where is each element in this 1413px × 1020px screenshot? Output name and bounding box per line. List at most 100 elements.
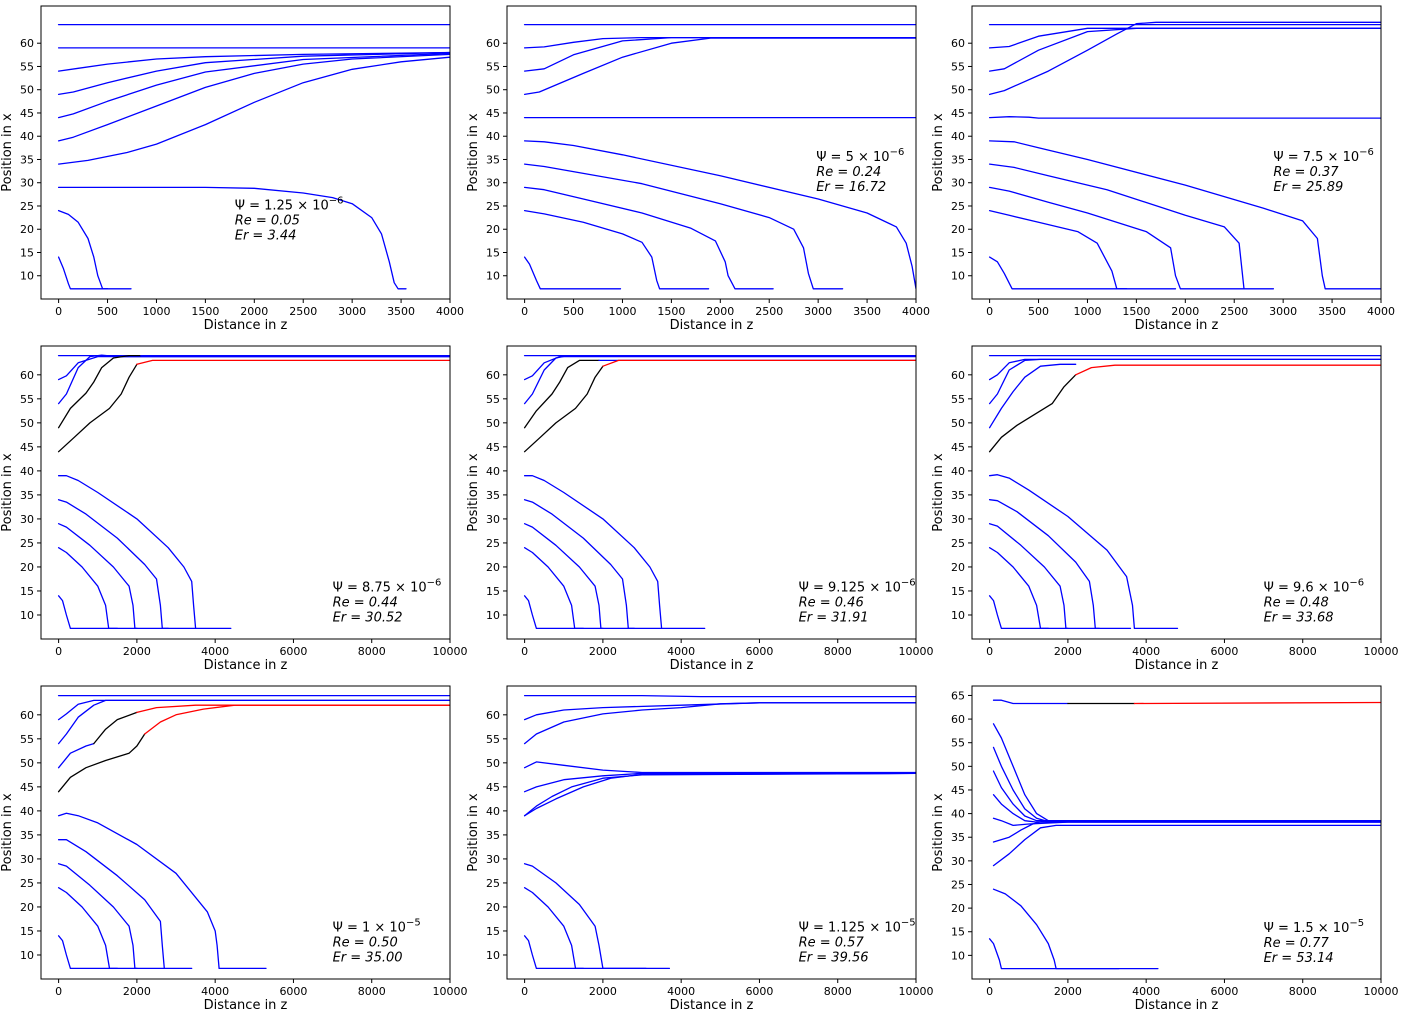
y-tick-label: 40 (951, 130, 965, 143)
subplot-7: 0 2000 4000 6000 8000 10000 10 15 20 25 30 35 40 45 50… (0, 685, 468, 1013)
series-line-11 (992, 888, 1120, 970)
y-tick-label: 60 (20, 369, 34, 382)
x-tick-label: 2000 (123, 985, 151, 998)
series-line-4 (523, 359, 600, 429)
x-tick-label: 2000 (1171, 305, 1199, 318)
y-tick-label: 55 (486, 733, 500, 746)
series-line-12 (57, 887, 138, 970)
x-tick-label: 4000 (1132, 985, 1160, 998)
axes-frame (40, 345, 451, 640)
series-line-9 (57, 812, 267, 970)
psi-annotation: Ψ = 5 × 10−6 (816, 147, 904, 165)
re-annotation: Re = 0.48 (1264, 595, 1329, 610)
series-line-2 (57, 699, 450, 721)
y-axis-label: Position in x (0, 113, 15, 192)
x-tick-label: 3500 (853, 305, 881, 318)
x-tick-label: 0 (521, 985, 528, 998)
series-line-8 (523, 475, 706, 630)
series-group (523, 23, 916, 290)
series-line-7 (988, 474, 1179, 630)
y-axis-label: Position in x (931, 113, 946, 192)
series-line-6 (57, 363, 138, 453)
series-line-9 (992, 820, 1381, 843)
series-line-6 (57, 53, 450, 142)
x-tick-label: 10000 (1364, 985, 1399, 998)
x-axis-label: Distance in z (1135, 318, 1219, 333)
re-annotation: Re = 0.05 (235, 214, 300, 229)
y-tick-label: 40 (951, 465, 965, 478)
x-tick-label: 2000 (706, 305, 734, 318)
x-tick-label: 8000 (1289, 645, 1317, 658)
y-tick-label: 20 (951, 223, 965, 236)
series-line-9 (57, 209, 132, 290)
er-annotation: Er = 30.52 (333, 610, 403, 625)
y-tick-label: 15 (20, 925, 34, 938)
x-tick-label: 4000 (436, 305, 464, 318)
psi-annotation: Ψ = 1.125 × 10−5 (799, 917, 916, 935)
x-tick-label: 0 (986, 985, 993, 998)
series-line-3 (523, 36, 916, 72)
series-group (523, 694, 916, 970)
y-tick-label: 25 (20, 877, 34, 890)
y-axis-label: Position in x (466, 793, 481, 872)
series-line-3 (523, 354, 916, 405)
x-tick-label: 1500 (657, 305, 685, 318)
series-line-10 (57, 523, 169, 630)
psi-annotation: Ψ = 7.5 × 10−6 (1273, 147, 1374, 165)
series-line-8 (523, 863, 671, 970)
series-line-9 (988, 209, 1177, 290)
psi-exponent: −5 (901, 917, 916, 928)
series-group (988, 354, 1381, 630)
subplot-8: 0 2000 4000 6000 8000 10000 10 15 20 25 30 35 40 45 50… (466, 685, 934, 1013)
series-line-7 (57, 733, 146, 793)
subplot-1: 0 500 1000 1500 2000 2500 3000 3500 4000 10 15 20 25… (0, 5, 464, 333)
er-annotation: Er = 25.89 (1273, 180, 1343, 195)
y-tick-label: 20 (20, 901, 34, 914)
x-tick-label: 4000 (667, 985, 695, 998)
series-line-3 (57, 51, 450, 72)
series-line-4 (57, 354, 142, 429)
series-line-10 (988, 547, 1069, 630)
series-line-5 (523, 772, 916, 793)
series-line-8 (988, 186, 1245, 290)
y-tick-label: 45 (951, 784, 965, 797)
y-tick-label: 35 (951, 831, 965, 844)
x-tick-label: 1000 (142, 305, 170, 318)
axes-frame (506, 685, 917, 980)
y-tick-label: 45 (486, 781, 500, 794)
y-tick-label: 30 (951, 177, 965, 190)
series-line-3 (988, 358, 1381, 405)
x-tick-label: 0 (986, 305, 993, 318)
x-tick-label: 10000 (433, 645, 468, 658)
psi-exponent: −6 (427, 577, 442, 588)
y-tick-label: 40 (951, 808, 965, 821)
series-line-7 (523, 163, 844, 290)
y-tick-label: 35 (951, 153, 965, 166)
series-line-6 (523, 140, 916, 290)
x-tick-label: 10000 (1364, 645, 1399, 658)
series-line-8 (57, 475, 232, 630)
series-line-12 (523, 595, 584, 630)
series-line-1 (992, 699, 1069, 705)
y-tick-label: 25 (951, 878, 965, 891)
y-tick-label: 10 (20, 270, 34, 283)
y-tick-label: 65 (951, 689, 965, 702)
series-line-4 (988, 21, 1381, 96)
series-line-2 (523, 355, 916, 381)
y-tick-label: 25 (20, 200, 34, 213)
x-axis-label: Distance in z (204, 658, 288, 673)
psi-annotation: Ψ = 9.6 × 10−6 (1264, 577, 1365, 595)
x-axis-label: Distance in z (1135, 998, 1219, 1013)
series-line-9 (523, 209, 710, 290)
series-line-2 (988, 27, 1381, 49)
y-tick-label: 15 (20, 246, 34, 259)
y-tick-label: 30 (951, 855, 965, 868)
psi-annotation: Ψ = 9.125 × 10−6 (799, 577, 916, 595)
series-line-9 (988, 523, 1100, 630)
y-tick-label: 25 (486, 877, 500, 890)
series-line-2 (523, 702, 916, 721)
psi-exponent: −6 (1359, 147, 1374, 158)
y-tick-label: 10 (20, 609, 34, 622)
x-tick-label: 3000 (338, 305, 366, 318)
series-line-3 (988, 27, 1381, 72)
